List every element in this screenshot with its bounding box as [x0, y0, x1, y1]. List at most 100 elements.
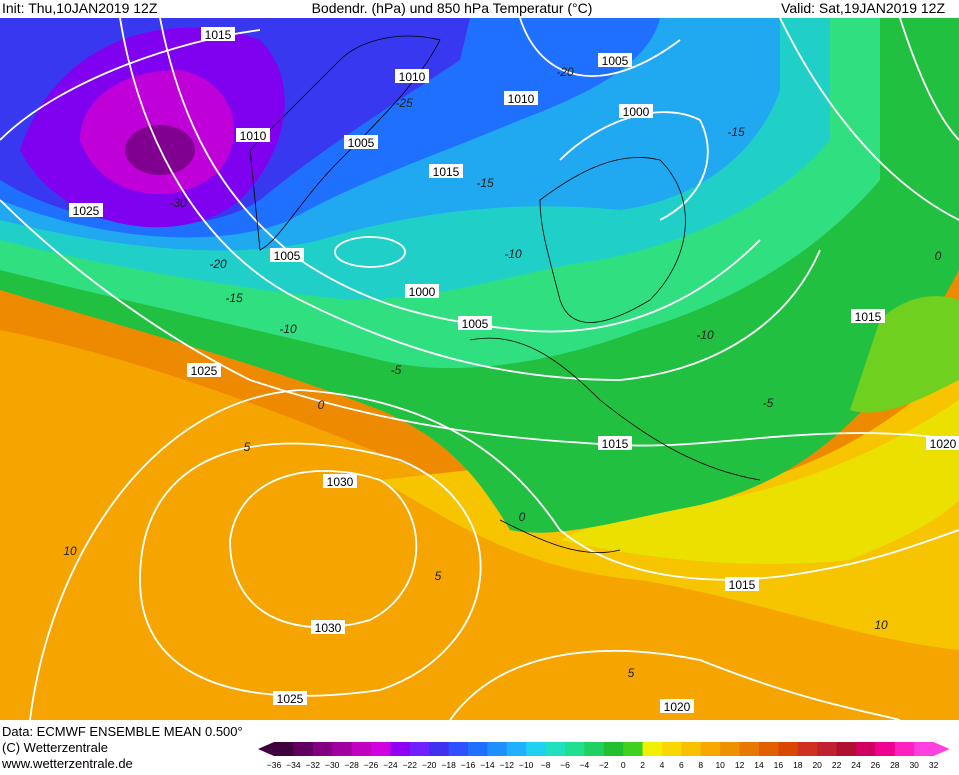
temperature-label: -20: [209, 257, 227, 271]
temperature-label: -20: [556, 65, 574, 79]
isobar-label: 1025: [191, 364, 218, 378]
colorbar-swatch: [312, 742, 333, 756]
isobar-label: 1020: [930, 437, 957, 451]
colorbar-arrow-high: [933, 742, 950, 756]
colorbar-swatch: [506, 742, 527, 756]
temperature-label: -5: [391, 363, 402, 377]
valid-time: Valid: Sat,19JAN2019 12Z: [781, 0, 945, 16]
colorbar-swatch: [351, 742, 372, 756]
colorbar-label: −20: [422, 760, 437, 770]
colorbar-label: −32: [306, 760, 321, 770]
colorbar-swatch: [371, 742, 391, 756]
isobar-label: 1010: [508, 92, 535, 106]
temperature-label: 10: [63, 544, 77, 558]
temperature-label: -10: [279, 322, 297, 336]
isobar-label-box: [598, 53, 632, 67]
colorbar-swatch: [778, 742, 799, 756]
colorbar-label: 26: [871, 760, 881, 770]
colorbar-label: 16: [774, 760, 784, 770]
temperature-label: 10: [874, 618, 888, 632]
colorbar-label: 32: [929, 760, 939, 770]
colorbar-swatch: [623, 742, 644, 756]
isobar-label-box: [504, 91, 538, 105]
colorbar-swatch: [739, 742, 760, 756]
colorbar-label: −14: [480, 760, 495, 770]
colorbar-label: −18: [441, 760, 456, 770]
isobar-label: 1010: [240, 129, 267, 143]
colorbar-swatch: [836, 742, 857, 756]
isobar-label-box: [273, 691, 307, 705]
isobar-label-box: [926, 436, 959, 450]
isobar-label-box: [69, 203, 103, 217]
isobar-label-box: [236, 128, 270, 142]
colorbar-label: −12: [500, 760, 515, 770]
temperature-label: -25: [395, 96, 413, 110]
isobar-label-box: [458, 316, 492, 330]
isobar-label: 1015: [205, 28, 232, 42]
isobar-label: 1000: [409, 285, 436, 299]
colorbar-label: −26: [364, 760, 379, 770]
temperature-label: 5: [628, 666, 635, 680]
isobar-label: 1025: [277, 692, 304, 706]
isobar-label: 1005: [462, 317, 489, 331]
temperature-label: 0: [519, 510, 526, 524]
colorbar-label: 18: [793, 760, 803, 770]
temperature-label: -5: [763, 396, 774, 410]
isobar-label-box: [598, 436, 632, 450]
temperature-label: 5: [244, 440, 251, 454]
isobar-label-box: [429, 164, 463, 178]
data-source: Data: ECMWF ENSEMBLE MEAN 0.500°: [2, 724, 243, 739]
isobar-label-box: [725, 577, 759, 591]
colorbar-swatch: [487, 742, 508, 756]
colorbar-label: 6: [679, 760, 684, 770]
isobar-label: 1025: [73, 204, 100, 218]
isobar-label-box: [311, 620, 345, 634]
colorbar-label: −28: [344, 760, 359, 770]
isobar-label: 1030: [315, 621, 342, 635]
colorbar-label: 24: [851, 760, 861, 770]
url: www.wetterzentrale.de: [1, 756, 133, 770]
colorbar-label: 22: [832, 760, 842, 770]
colorbar-label: 4: [660, 760, 665, 770]
colorbar-label: −22: [403, 760, 418, 770]
isobar-label: 1015: [855, 310, 882, 324]
isobar-label-box: [344, 135, 378, 149]
colorbar-arrow-low: [258, 742, 274, 756]
isobar-label-box: [323, 474, 357, 488]
isobar-label-box: [660, 699, 694, 713]
colorbar-label: −8: [541, 760, 551, 770]
isobar-label-box: [395, 69, 429, 83]
colorbar-label: 12: [735, 760, 745, 770]
colorbar-swatch: [642, 742, 663, 756]
colorbar-swatch: [700, 742, 721, 756]
isobar-label: 1015: [602, 437, 629, 451]
isobar-label-box: [270, 248, 304, 262]
colorbar-label: −10: [519, 760, 534, 770]
colorbar-swatch: [662, 742, 682, 756]
colorbar-swatch: [914, 742, 935, 756]
isobar-label: 1005: [274, 249, 301, 263]
colorbar-swatch: [448, 742, 469, 756]
colorbar-swatch: [603, 742, 624, 756]
temperature-label: -30: [169, 196, 187, 210]
colorbar-label: 30: [909, 760, 919, 770]
colorbar-label: −34: [286, 760, 301, 770]
isobar-label-box: [619, 104, 653, 118]
isobar-label: 1030: [327, 475, 354, 489]
isobar-label: 1000: [623, 105, 650, 119]
init-time: Init: Thu,10JAN2019 12Z: [2, 0, 158, 16]
colorbar-swatch: [526, 742, 547, 756]
colorbar-swatch: [390, 742, 411, 756]
colorbar-swatch: [332, 742, 353, 756]
copyright: (C) Wetterzentrale: [2, 740, 108, 755]
colorbar-swatch: [409, 742, 430, 756]
colorbar-label: 14: [754, 760, 764, 770]
colorbar-swatch: [468, 742, 488, 756]
colorbar-swatch: [720, 742, 741, 756]
colorbar-label: 10: [715, 760, 725, 770]
temperature-label: 5: [435, 569, 442, 583]
colorbar-label: 2: [640, 760, 645, 770]
colorbar-swatch: [274, 742, 294, 756]
isobar-label-box: [405, 284, 439, 298]
